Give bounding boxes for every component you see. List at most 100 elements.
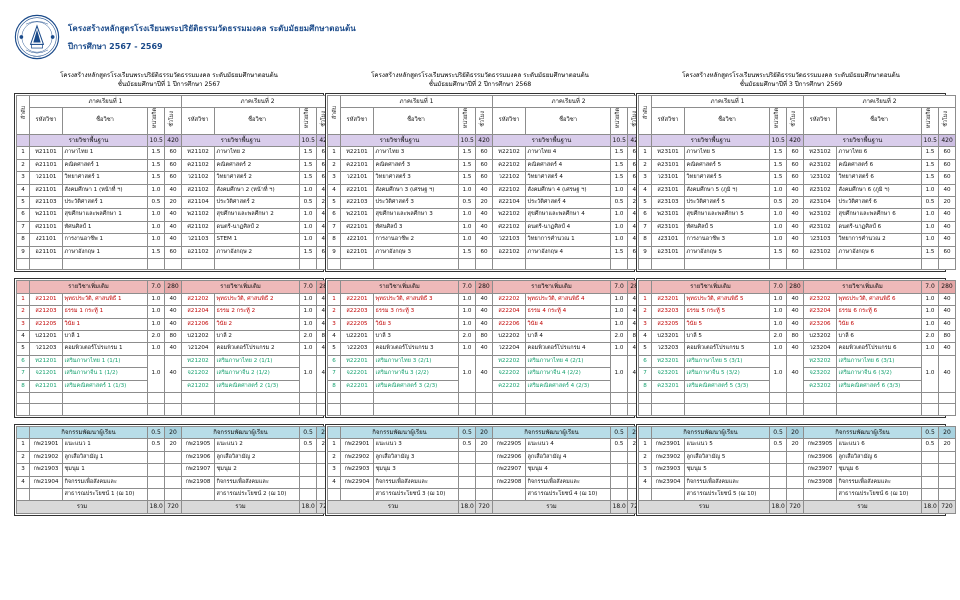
cell-hours bbox=[164, 487, 182, 502]
cell-credit: 0.5 bbox=[921, 438, 939, 452]
cell-code: กพ22905 bbox=[492, 438, 526, 452]
cell-code: ท22201 bbox=[340, 354, 374, 369]
band-spacer bbox=[327, 425, 341, 440]
cell-code: ว21101 bbox=[29, 171, 63, 185]
cell-subject: ดนตรี-นาฏศิลป์ 4 bbox=[525, 220, 612, 235]
cell-code: ท23201 bbox=[651, 354, 685, 369]
cell-credit bbox=[921, 487, 939, 502]
spacer-row bbox=[638, 258, 957, 271]
cell-code: ค21101 bbox=[29, 158, 63, 173]
cell-code: ส21205 bbox=[29, 317, 63, 332]
cell-blank bbox=[327, 392, 341, 405]
cell-credit: 1.5 bbox=[610, 245, 629, 260]
cell-hours: 60 bbox=[163, 146, 183, 160]
cell-code: ท23202 bbox=[803, 354, 837, 369]
cell-hours: 60 bbox=[938, 245, 957, 260]
school-emblem-icon bbox=[14, 14, 60, 60]
band-label: รายวิชาพื้นฐาน bbox=[181, 133, 301, 148]
cell-hours: 40 bbox=[938, 292, 956, 307]
cell-subject: คณิตศาสตร์ 1 bbox=[62, 158, 148, 173]
cell-blank bbox=[62, 403, 148, 416]
cell-credit: 1.5 bbox=[458, 245, 476, 260]
cell-index: 6 bbox=[638, 354, 652, 369]
table-row: 8 ง22101 การงานอาชีพ 2 1.0 40 ว22103 วิทย… bbox=[327, 233, 646, 247]
cell-blank bbox=[181, 403, 215, 416]
cell-credit bbox=[299, 487, 317, 502]
cell-index: 9 bbox=[638, 245, 652, 260]
band-label: รายวิชาพื้นฐาน bbox=[29, 133, 148, 148]
cell-blank bbox=[492, 258, 527, 271]
total-label: รวม bbox=[803, 500, 922, 514]
cell-blank bbox=[181, 258, 216, 271]
cell-credit: 0.5 bbox=[147, 438, 165, 452]
cell-credit: 0.5 bbox=[299, 195, 318, 210]
cell-subject: แนะแนว 4 bbox=[525, 438, 611, 452]
header-term-2: ภาคเรียนที่ 2 bbox=[492, 94, 646, 109]
cell-subject: ประวัติศาสตร์ 6 bbox=[836, 195, 923, 210]
cell-hours: 20 bbox=[475, 438, 493, 452]
cell-credit: 0.5 bbox=[147, 195, 165, 210]
band-spacer bbox=[638, 133, 652, 148]
cell-hours: 20 bbox=[786, 438, 804, 452]
cell-subject: ชุมนุม 4 bbox=[525, 463, 611, 477]
cell-blank bbox=[610, 258, 629, 271]
cell-subject: ชุมนุม 2 bbox=[214, 463, 300, 477]
cell-code: ว22102 bbox=[492, 171, 527, 185]
cell-subject: ธรรม 6 กระทู้ 6 bbox=[836, 305, 922, 319]
band-hours: 20 bbox=[164, 425, 182, 440]
cell-blank bbox=[684, 258, 770, 271]
cell-credit: 1.0 bbox=[458, 183, 476, 198]
cell-hours bbox=[786, 450, 804, 465]
cell-credit: 1.0 bbox=[147, 208, 165, 222]
extra-courses-table: รายวิชาเพิ่มเติม 7.0 280 รายวิชาเพิ่มเติ… bbox=[327, 280, 645, 416]
cell-credit: 1.0 bbox=[458, 354, 476, 394]
cell-index: 3 bbox=[327, 171, 341, 185]
cell-subject: ดนตรี-นาฏศิลป์ 2 bbox=[214, 220, 301, 235]
total-hours: 720 bbox=[938, 500, 956, 514]
cell-code: ส22205 bbox=[340, 317, 374, 332]
cell-code: กพ21908 bbox=[181, 475, 215, 489]
cell-hours bbox=[164, 450, 182, 465]
spacer-row bbox=[16, 403, 334, 416]
table-row: 8 ง21101 การงานอาชีพ 1 1.0 40 ว21103 STEM… bbox=[16, 233, 335, 247]
table-row: 4 บ23201 บาลี 5 2.0 80 บ23202 บาลี 6 2.0 8… bbox=[638, 330, 956, 344]
cell-hours: 40 bbox=[475, 342, 493, 356]
cell-credit: 1.0 bbox=[610, 342, 628, 356]
cell-subject: สุขศึกษาและพลศึกษา 2 bbox=[214, 208, 301, 222]
cell-credit: 1.0 bbox=[610, 220, 629, 235]
cell-code: ส23204 bbox=[803, 305, 837, 319]
cell-credit: 0.5 bbox=[610, 438, 628, 452]
header-term-row: ลำดับ ภาคเรียนที่ 1 ภาคเรียนที่ 2 bbox=[638, 94, 957, 135]
activity-table-wrapper: กิจกรรมพัฒนาผู้เรียน 0.5 20 กิจกรรมพัฒนา… bbox=[636, 423, 956, 516]
cell-code: ว21203 bbox=[29, 342, 63, 356]
cell-credit: 1.0 bbox=[147, 292, 165, 307]
cell-index: 2 bbox=[327, 158, 341, 173]
cell-blank bbox=[181, 392, 215, 405]
cell-subject: สาธารณประโยชน์ 2 (ฌ 10) bbox=[214, 487, 300, 502]
table-row: 3 ว21101 วิทยาศาสตร์ 1 1.5 60 ว21102 วิทย… bbox=[16, 171, 335, 185]
cell-index: 6 bbox=[16, 208, 30, 222]
cell-blank bbox=[785, 258, 805, 271]
table-row: 8 ค21201 เสริมคณิตศาสตร์ 1 (1/3) ค21202 … bbox=[16, 379, 334, 394]
cell-index: 1 bbox=[327, 438, 341, 452]
extra-table-wrapper: รายวิชาเพิ่มเติม 7.0 280 รายวิชาเพิ่มเติ… bbox=[14, 278, 334, 418]
cell-credit: 1.5 bbox=[458, 171, 476, 185]
basic-extra-table-wrapper: ลำดับ ภาคเรียนที่ 1 ภาคเรียนที่ 2 รหัสวิ… bbox=[325, 92, 646, 273]
band-credit: 7.0 bbox=[769, 280, 787, 294]
table-row: 6 ท21201 เสริมภาษาไทย 1 (1/1) 1.0 40 ท212… bbox=[16, 354, 334, 394]
cell-blank bbox=[803, 403, 837, 416]
cell-blank bbox=[786, 392, 804, 405]
header-subject: ชื่อวิชา bbox=[684, 107, 770, 135]
header-credit: หน่วยกิต bbox=[458, 107, 476, 135]
total-hours: 720 bbox=[475, 500, 493, 514]
total-credit: 18.0 bbox=[299, 500, 317, 514]
cell-code: ส23104 bbox=[803, 195, 838, 210]
cell-subject: กิจกรรมเพื่อสังคมและ bbox=[525, 475, 611, 489]
cell-credit: 1.0 bbox=[921, 354, 939, 394]
cell-credit: 1.0 bbox=[458, 292, 476, 307]
band-hours: 420 bbox=[785, 133, 805, 148]
band-label: กิจกรรมพัฒนาผู้เรียน bbox=[29, 425, 148, 440]
cell-credit bbox=[147, 487, 165, 502]
cell-hours bbox=[786, 463, 804, 477]
cell-subject: ภาษาไทย 2 bbox=[214, 146, 301, 160]
